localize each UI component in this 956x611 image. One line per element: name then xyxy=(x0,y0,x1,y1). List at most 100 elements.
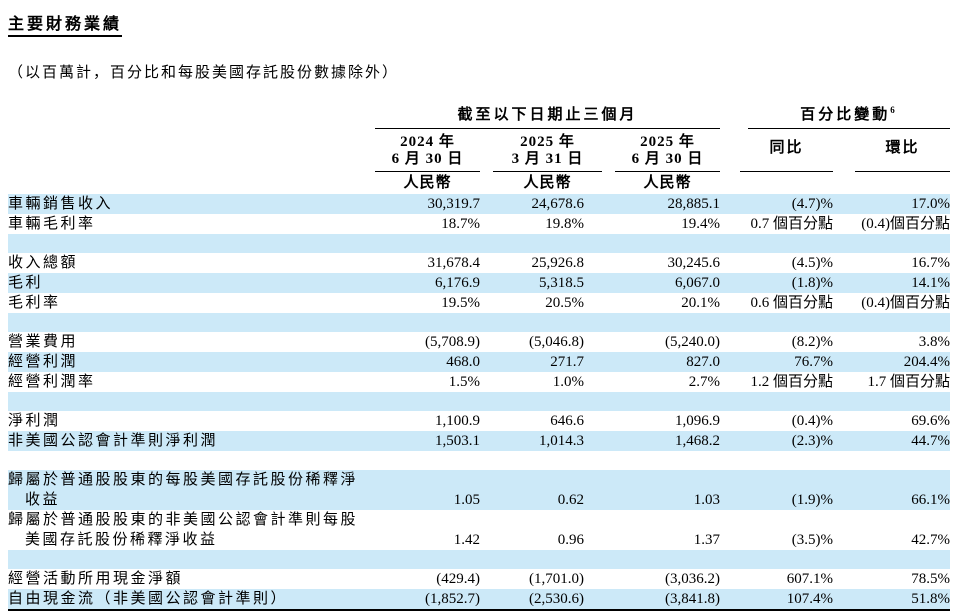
spacer-row xyxy=(8,313,951,332)
row-label: 車輛毛利率 xyxy=(8,216,96,232)
empty-header-cell xyxy=(720,172,833,194)
value-cell: (0.4)% xyxy=(791,413,834,429)
value-cell: (8.2)% xyxy=(791,334,834,350)
currency-cell: 人民幣 xyxy=(403,175,452,191)
table-row: 營業費用 (5,708.9) (5,046.8) (5,240.0) (8.2)% 3.8… xyxy=(8,332,950,352)
value-cell: (2.3)% xyxy=(791,433,834,449)
value-cell: 1.7 個百分點 xyxy=(867,374,951,390)
row-label: 經營活動所用現金淨額 xyxy=(8,571,184,587)
spacer-cell xyxy=(8,234,950,253)
value-cell: 31,678.4 xyxy=(427,255,481,271)
value-cell: 25,926.8 xyxy=(531,255,585,271)
spacer-row xyxy=(8,392,951,411)
value-cell: 468.0 xyxy=(446,354,480,370)
spacer-cell xyxy=(8,313,950,332)
value-cell: 827.0 xyxy=(686,354,721,370)
value-cell: 1.2 個百分點 xyxy=(750,374,834,390)
value-cell: (5,046.8) xyxy=(529,334,584,350)
value-cell: 78.5% xyxy=(911,571,951,587)
value-cell: 6,067.0 xyxy=(675,275,721,291)
value-cell: 20.1% xyxy=(681,295,721,311)
currency-header-row: 人民幣 人民幣 人民幣 xyxy=(8,172,950,194)
value-cell: 17.0% xyxy=(911,196,951,212)
table-row: 收入總額 31,678.4 25,926.8 30,245.6 (4.5)% 16.7% xyxy=(8,253,950,273)
value-cell: 19.5% xyxy=(441,295,480,311)
empty-header-cell xyxy=(8,100,375,129)
value-cell: 19.4% xyxy=(681,216,721,232)
value-cell: 1,096.9 xyxy=(675,413,721,429)
pct-change-group-header: 百分比變動6 xyxy=(720,100,951,129)
page-subtitle: （以百萬計，百分比和每股美國存託股份數據除外） xyxy=(8,65,400,81)
table-row: 歸屬於普通股股東的每股美國存託股份稀釋淨 收益 1.05 0.62 1.03 (1.9)%… xyxy=(8,470,951,510)
col-header-yoy: 同比 xyxy=(720,129,834,172)
value-cell: (1.9)% xyxy=(791,492,834,508)
row-label: 經營利潤率 xyxy=(8,374,96,390)
table-row: 車輛銷售收入 30,319.7 24,678.6 28,885.1 (4.7)% 17.0… xyxy=(8,194,951,214)
value-cell: (0.4)個百分點 xyxy=(861,295,951,311)
value-cell: (1.8)% xyxy=(791,275,834,291)
value-cell: 1.05 xyxy=(453,492,480,508)
spacer-cell xyxy=(8,392,950,411)
value-cell: 1.42 xyxy=(453,532,480,548)
currency-cell: 人民幣 xyxy=(643,175,692,191)
value-cell: 646.6 xyxy=(550,413,584,429)
page-title: 主要財務業績 xyxy=(8,10,123,37)
table-row: 自由現金流（非美國公認會計準則） (1,852.7) (2,530.6) (3,841… xyxy=(8,589,951,611)
row-label: 歸屬於普通股股東的非美國公認會計準則每股 美國存託股份稀釋淨收益 xyxy=(8,512,359,548)
row-label: 收入總額 xyxy=(8,255,79,271)
value-cell: 76.7% xyxy=(794,354,834,370)
value-cell: 16.7% xyxy=(911,255,951,271)
value-cell: 0.6 個百分點 xyxy=(750,295,834,311)
value-cell: 44.7% xyxy=(911,433,951,449)
value-cell: 0.96 xyxy=(557,532,584,548)
value-cell: 20.5% xyxy=(545,295,584,311)
value-cell: 0.7 個百分點 xyxy=(750,216,834,232)
row-label: 歸屬於普通股股東的每股美國存託股份稀釋淨 收益 xyxy=(8,472,359,508)
value-cell: 1.5% xyxy=(448,374,480,390)
spacer-cell xyxy=(8,451,950,470)
col-header-qoq: 環比 xyxy=(833,129,951,172)
table-row: 毛利 6,176.9 5,318.5 6,067.0 (1.8)% 14.1% xyxy=(8,273,951,293)
value-cell: 1,468.2 xyxy=(675,433,721,449)
value-cell: 66.1% xyxy=(911,492,951,508)
table-body: 車輛銷售收入 30,319.7 24,678.6 28,885.1 (4.7)% 17.0… xyxy=(8,194,951,611)
value-cell: 107.4% xyxy=(720,589,834,611)
value-cell: 19.8% xyxy=(545,216,584,232)
period-group-label: 截至以下日期止三個月 xyxy=(457,107,638,123)
value-cell: 51.8% xyxy=(833,589,951,611)
value-cell: (429.4) xyxy=(436,571,480,587)
row-label: 經營利潤 xyxy=(8,354,79,370)
footnote-marker: 6 xyxy=(890,105,898,115)
pct-change-group-label: 百分比變動 xyxy=(800,107,891,123)
value-cell: 1,100.9 xyxy=(435,413,480,429)
value-cell: (4.5)% xyxy=(791,255,834,271)
value-cell: 607.1% xyxy=(786,571,834,587)
value-cell: (5,708.9) xyxy=(425,334,480,350)
value-cell: (5,240.0) xyxy=(665,334,721,350)
table-row: 經營活動所用現金淨額 (429.4) (1,701.0) (3,036.2) 607.1… xyxy=(8,569,950,589)
empty-header-cell xyxy=(8,172,375,194)
value-cell: (3,841.8) xyxy=(602,589,721,611)
value-cell: 0.62 xyxy=(557,492,584,508)
value-cell: 1.03 xyxy=(693,492,721,508)
value-cell: 14.1% xyxy=(911,275,951,291)
table-row: 非美國公認會計準則淨利潤 1,503.1 1,014.3 1,468.2 (2.3)% 4… xyxy=(8,431,951,451)
spacer-row xyxy=(8,550,951,569)
value-cell: (3,036.2) xyxy=(665,571,721,587)
row-label: 毛利率 xyxy=(8,295,61,311)
table-row: 淨利潤 1,100.9 646.6 1,096.9 (0.4)% 69.6% xyxy=(8,411,950,431)
value-cell: 42.7% xyxy=(911,532,951,548)
row-label: 毛利 xyxy=(8,275,44,291)
empty-header-cell xyxy=(833,172,950,194)
row-label: 非美國公認會計準則淨利潤 xyxy=(8,433,219,449)
value-cell: (1,701.0) xyxy=(529,571,584,587)
table-row: 經營利潤率 1.5% 1.0% 2.7% 1.2 個百分點 1.7 個百分點 xyxy=(8,372,950,392)
empty-header-cell xyxy=(8,129,375,172)
